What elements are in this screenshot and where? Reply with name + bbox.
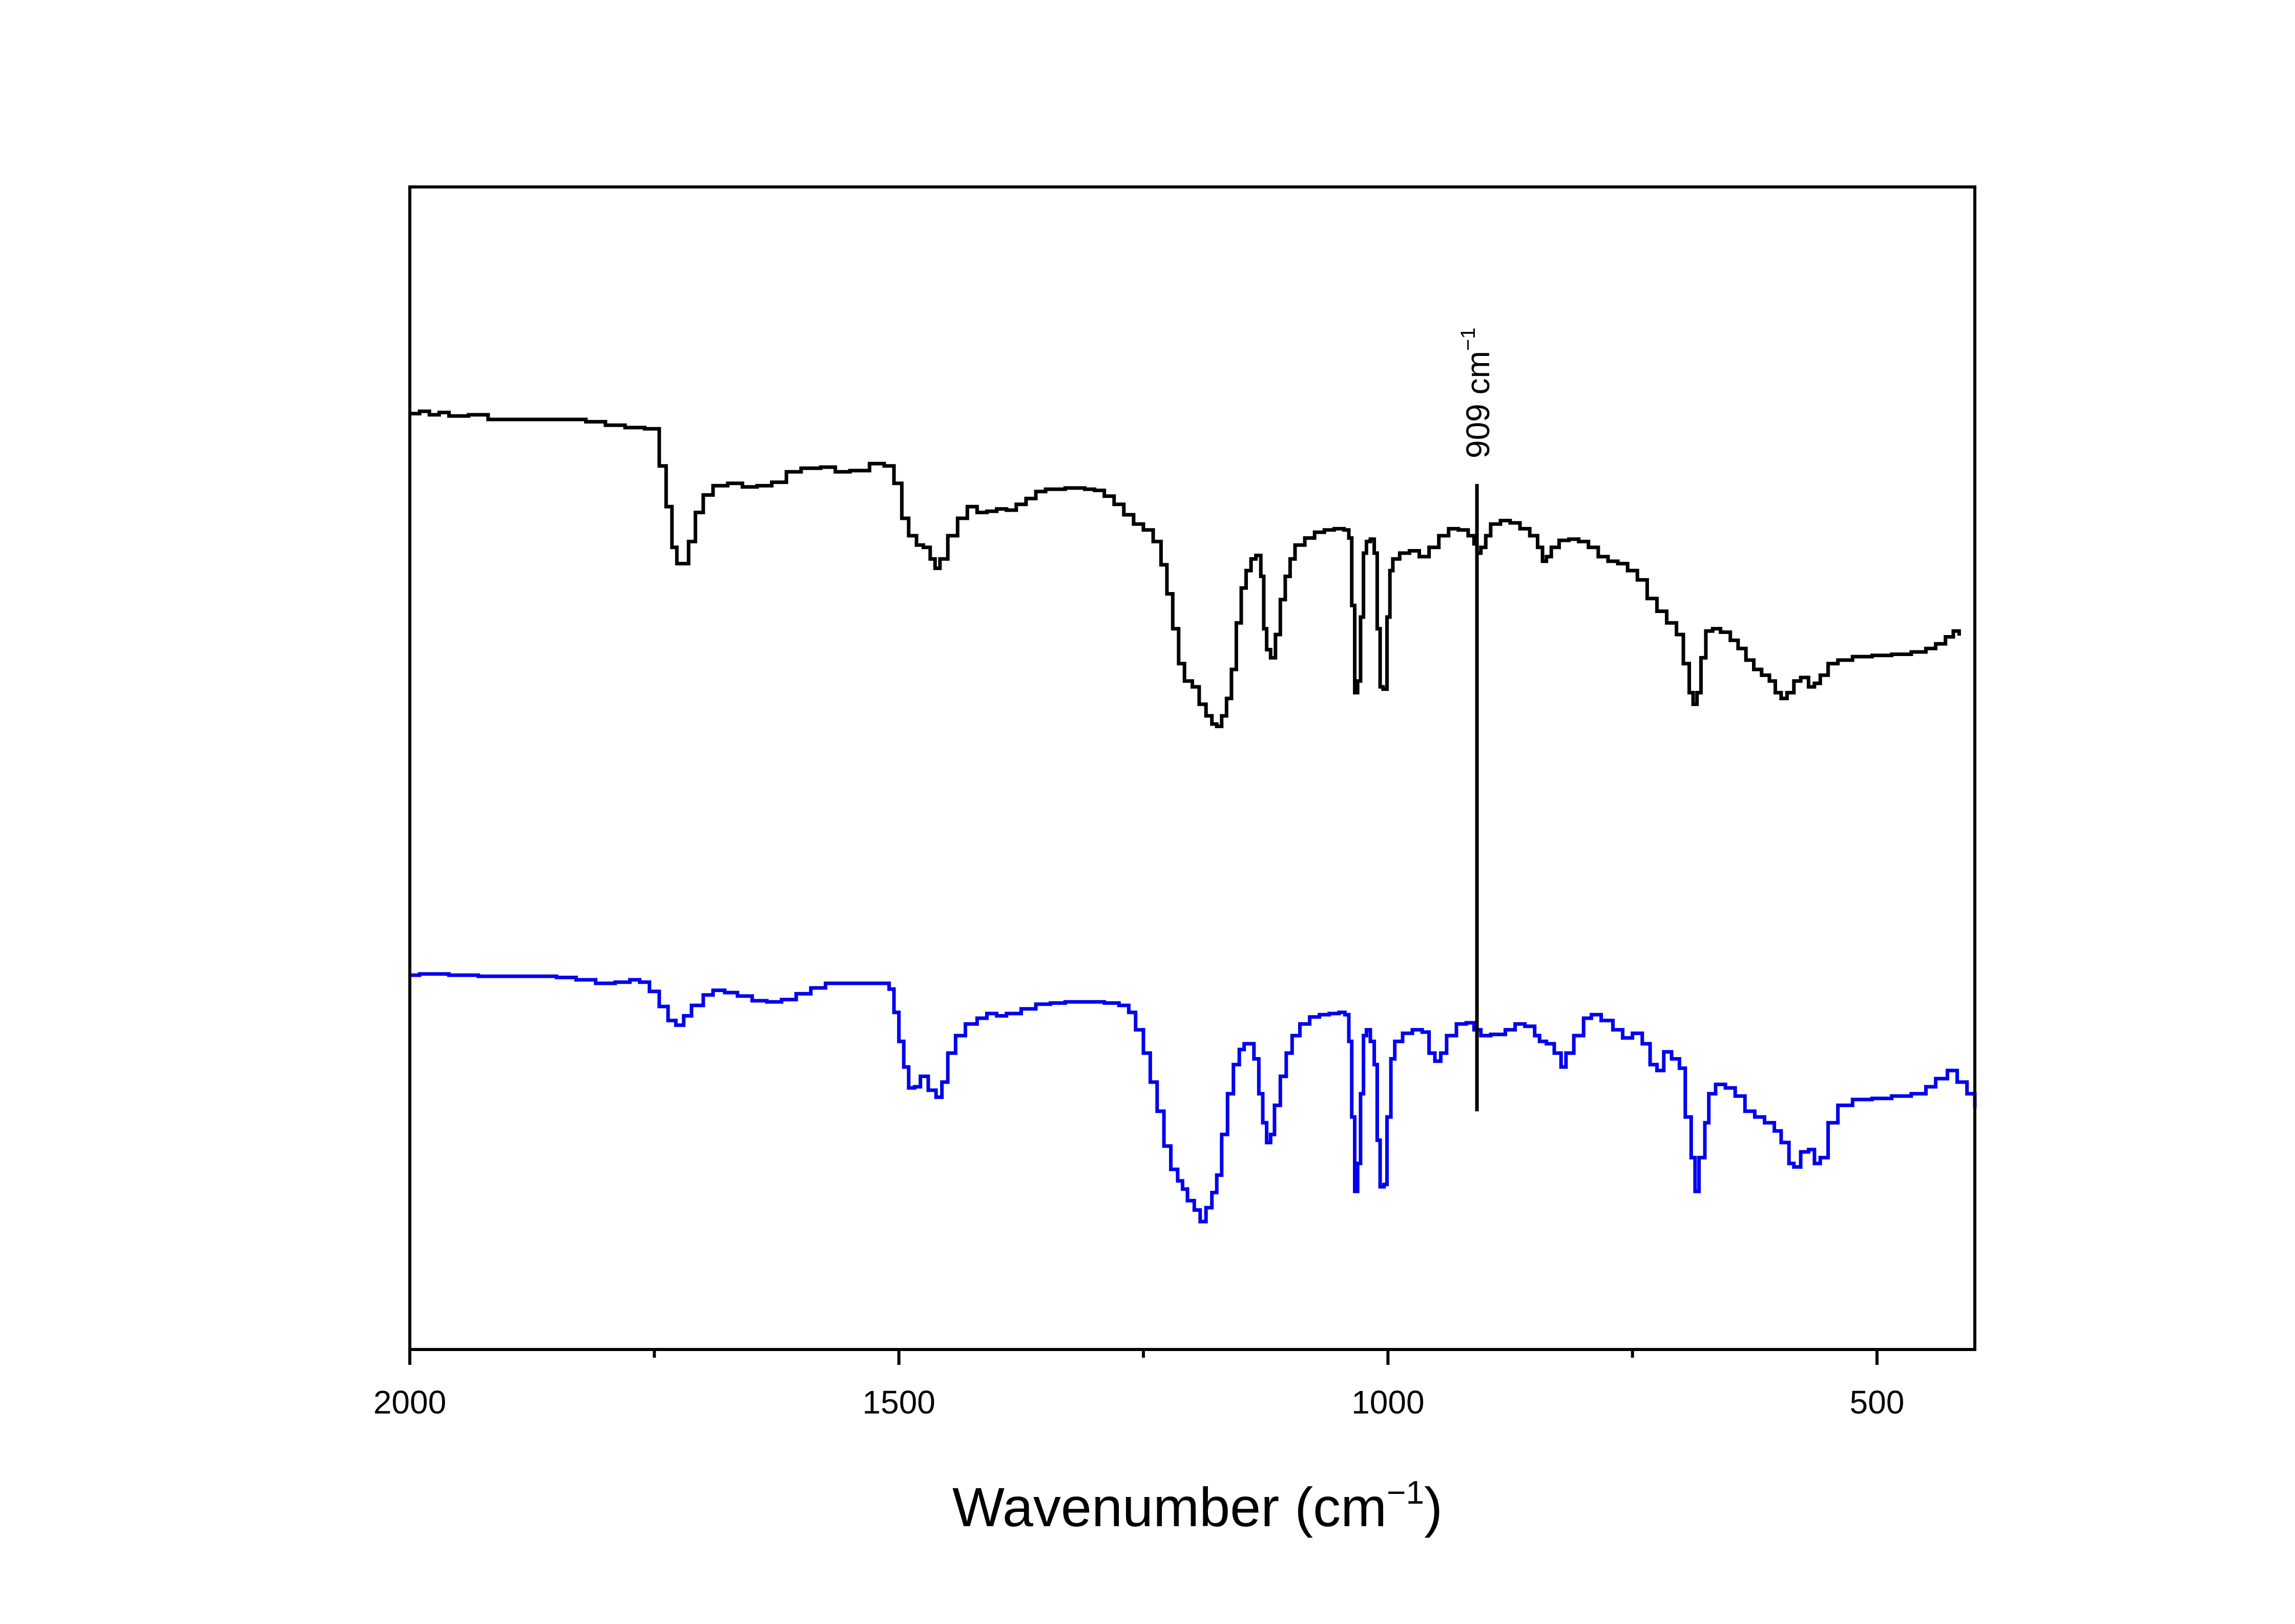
series-layer bbox=[410, 409, 1977, 1224]
x-tick-label: 1500 bbox=[863, 1384, 935, 1421]
annotation-label-sup: −1 bbox=[1457, 328, 1479, 351]
plot-frame bbox=[408, 185, 1976, 1351]
x-tick-label: 2000 bbox=[373, 1384, 446, 1421]
x-axis-title: Wavenumber (cm−1) bbox=[952, 1474, 1443, 1538]
x-axis-ticks: 2000 1500 1000 500 bbox=[373, 1349, 1905, 1421]
annotation-label: 909 cm−1 bbox=[1457, 328, 1496, 458]
x-axis-title-text: Wavenumber (cm bbox=[952, 1476, 1387, 1538]
x-axis-title-close: ) bbox=[1424, 1476, 1443, 1538]
x-tick-label: 500 bbox=[1850, 1384, 1905, 1421]
x-tick-label: 1000 bbox=[1351, 1384, 1424, 1421]
series-line-2 bbox=[410, 972, 1977, 1224]
annotation-label-text: 909 cm bbox=[1459, 351, 1496, 458]
x-axis-title-sup: −1 bbox=[1387, 1474, 1424, 1511]
series-line-1 bbox=[410, 409, 1961, 728]
annotation-layer: 909 cm−1 bbox=[1457, 328, 1496, 1111]
